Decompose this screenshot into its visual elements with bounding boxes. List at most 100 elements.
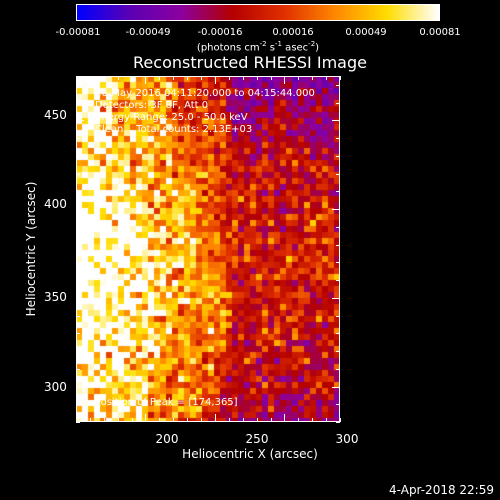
tick-mark — [215, 76, 216, 84]
tick-mark — [104, 418, 105, 422]
tick-mark — [76, 351, 80, 352]
time-range-annotation: 16-May-2016 04:11:20.000 to 04:15:44.000 — [95, 88, 315, 99]
colorbar-unit-label: (photons cm-2 s-1 asec-2) — [196, 40, 320, 54]
tick-mark — [340, 418, 341, 422]
tick-mark — [173, 418, 174, 422]
tick-mark — [336, 85, 340, 86]
tick-mark — [326, 418, 327, 422]
tick-mark — [76, 138, 80, 139]
tick-mark — [76, 191, 80, 192]
tick-mark — [336, 245, 340, 246]
colorbar-tick-label: 0.00081 — [419, 27, 461, 38]
energy-range-annotation: Energy Range: 25.0 - 50.0 keV — [95, 112, 248, 123]
rhessi-image — [76, 76, 340, 422]
peak-position-annotation: Position of Peak = [174,365] — [95, 397, 238, 408]
tick-mark — [336, 156, 340, 157]
tick-mark — [336, 333, 340, 334]
tick-mark — [76, 422, 80, 423]
tick-mark — [76, 298, 84, 299]
plot-timestamp: 4-Apr-2018 22:59 — [389, 483, 494, 497]
tick-mark — [76, 387, 84, 388]
tick-mark — [159, 418, 160, 422]
tick-mark — [76, 103, 80, 104]
tick-mark — [336, 351, 340, 352]
tick-mark — [76, 369, 80, 370]
tick-mark — [201, 76, 202, 80]
x-tick-label: 300 — [335, 432, 359, 446]
tick-mark — [76, 404, 80, 405]
tick-mark — [332, 387, 340, 388]
colorbar-tick-label: 0.00049 — [345, 27, 387, 38]
y-tick-label: 450 — [44, 108, 67, 122]
colorbar — [76, 4, 440, 21]
tick-mark — [298, 418, 299, 422]
tick-mark — [76, 85, 80, 86]
tick-mark — [145, 414, 146, 422]
tick-mark — [271, 76, 272, 80]
tick-mark — [215, 414, 216, 422]
tick-mark — [104, 76, 105, 80]
tick-mark — [336, 280, 340, 281]
x-tick-label: 200 — [155, 432, 179, 446]
tick-mark — [243, 418, 244, 422]
tick-mark — [118, 418, 119, 422]
tick-mark — [284, 76, 285, 84]
image-title: Reconstructed RHESSI Image — [133, 53, 367, 72]
tick-mark — [132, 76, 133, 80]
tick-mark — [336, 138, 340, 139]
tick-mark — [326, 76, 327, 80]
clean-counts-annotation: Clean Total counts: 2.13E+03 — [95, 124, 253, 135]
tick-mark — [336, 174, 340, 175]
detectors-annotation: Detectors: 3F 8F, Att 0 — [95, 100, 209, 111]
tick-mark — [336, 103, 340, 104]
tick-mark — [332, 120, 340, 121]
tick-mark — [76, 227, 80, 228]
tick-mark — [201, 418, 202, 422]
tick-mark — [312, 76, 313, 80]
tick-mark — [76, 245, 80, 246]
y-tick-label: 400 — [44, 197, 67, 211]
tick-mark — [336, 316, 340, 317]
colorbar-tick-label: -0.00049 — [125, 27, 171, 38]
tick-mark — [145, 76, 146, 84]
tick-mark — [312, 418, 313, 422]
colorbar-tick-label: -0.00016 — [197, 27, 243, 38]
tick-mark — [76, 174, 80, 175]
tick-mark — [336, 262, 340, 263]
colorbar-tick-label: -0.00081 — [55, 27, 101, 38]
tick-mark — [173, 76, 174, 80]
tick-mark — [336, 404, 340, 405]
tick-mark — [340, 76, 341, 80]
x-tick-label: 250 — [245, 432, 269, 446]
y-tick-label: 350 — [44, 290, 67, 304]
tick-mark — [271, 418, 272, 422]
tick-mark — [336, 191, 340, 192]
tick-mark — [76, 280, 80, 281]
tick-mark — [229, 418, 230, 422]
tick-mark — [336, 422, 340, 423]
tick-mark — [76, 333, 80, 334]
y-tick-label: 300 — [44, 380, 67, 394]
tick-mark — [90, 76, 91, 80]
tick-mark — [90, 418, 91, 422]
tick-mark — [257, 418, 258, 422]
tick-mark — [76, 120, 84, 121]
tick-mark — [257, 76, 258, 80]
tick-mark — [159, 76, 160, 80]
tick-mark — [132, 418, 133, 422]
tick-mark — [76, 262, 80, 263]
tick-mark — [243, 76, 244, 80]
tick-mark — [187, 76, 188, 80]
tick-mark — [76, 316, 80, 317]
tick-mark — [332, 209, 340, 210]
tick-mark — [118, 76, 119, 80]
y-axis-label: Heliocentric Y (arcsec) — [24, 181, 38, 317]
tick-mark — [76, 156, 80, 157]
colorbar-tick-label: 0.00016 — [272, 27, 314, 38]
tick-mark — [187, 418, 188, 422]
tick-mark — [336, 369, 340, 370]
tick-mark — [298, 76, 299, 80]
tick-mark — [76, 209, 84, 210]
tick-mark — [332, 298, 340, 299]
tick-mark — [336, 227, 340, 228]
